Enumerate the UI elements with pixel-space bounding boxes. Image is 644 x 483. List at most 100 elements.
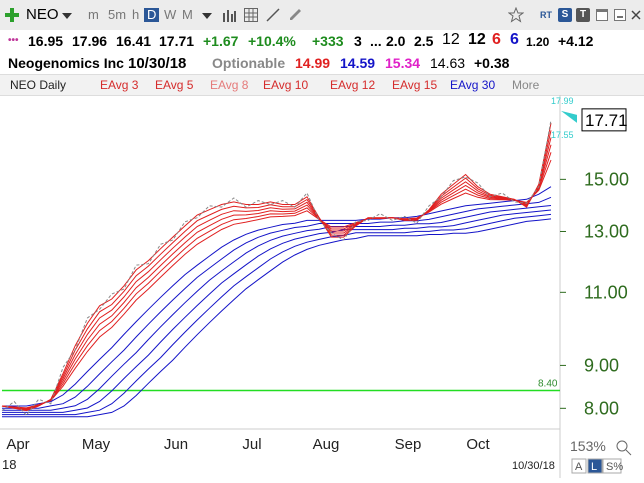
period-dropdown-icon[interactable] [202, 13, 212, 19]
y-tick-label: 8.00 [584, 398, 619, 418]
info-ma5: +0.38 [474, 55, 510, 71]
chart-area: 8.00 9.00 11.00 13.00 15.00 Apr May Jun Jul Aug Se… [0, 95, 644, 478]
close-icon[interactable] [630, 8, 642, 26]
quote-rank: +333 [312, 33, 344, 49]
legend-ema30[interactable]: EAvg 30 [450, 78, 496, 92]
period-h[interactable]: h [132, 7, 140, 22]
last-price-label: 17.71 [585, 111, 628, 130]
symbol-field[interactable]: NEO [26, 6, 59, 23]
long-term-ema-line [2, 209, 552, 413]
y-tick-label: 15.00 [584, 169, 629, 189]
x-tick-label: Sep [395, 436, 422, 453]
legend-ema3[interactable]: EAvg 3 [100, 78, 139, 92]
quote-change: +1.67 [203, 33, 239, 49]
legend-ema8[interactable]: EAvg 8 [210, 78, 249, 92]
period-w[interactable]: W [164, 7, 177, 22]
symbol-dropdown-icon[interactable] [62, 13, 72, 19]
quote-date: 10/30/18 [128, 55, 187, 72]
toolbar: NEO m 5m h D W M RT S T [0, 0, 644, 31]
quote-v2: 2.0 [386, 33, 406, 49]
quote-v7: 6 [510, 31, 519, 48]
price-chart[interactable]: 8.00 9.00 11.00 13.00 15.00 Apr May Jun Jul Aug Se… [0, 95, 644, 478]
y-tick-label: 11.00 [584, 282, 628, 302]
high-label: 17.99 [551, 96, 574, 106]
x-tick-label: Jul [242, 436, 261, 453]
zoom-icon[interactable] [616, 440, 628, 452]
short-term-ema-line [1, 159, 552, 409]
x-tick-label: May [82, 436, 111, 453]
legend-ema10[interactable]: EAvg 10 [263, 78, 309, 92]
price-marker [561, 110, 577, 123]
legend-row: NEO Daily EAvg 3 EAvg 5 EAvg 8 EAvg 10 E… [0, 74, 644, 96]
s-button[interactable]: S [558, 8, 572, 22]
bottom-button-label[interactable]: L [591, 461, 597, 473]
long-term-ema-line [2, 213, 552, 416]
quote-v6: 6 [492, 31, 501, 48]
short-term-ema-line [1, 137, 552, 411]
info-ma2: 14.59 [340, 55, 376, 71]
period-5m[interactable]: 5m [108, 7, 127, 22]
legend-symbol[interactable]: NEO Daily [10, 78, 67, 92]
legend-more[interactable]: More [512, 78, 540, 92]
period-d[interactable]: D [144, 8, 160, 22]
long-term-ema-line [2, 186, 552, 407]
long-term-ema-line [2, 218, 552, 418]
draw-line-icon[interactable] [266, 8, 280, 27]
short-term-ema-line [1, 130, 552, 411]
quote-last: 16.95 [28, 33, 64, 49]
legend-ema15[interactable]: EAvg 15 [392, 78, 438, 92]
long-term-ema-line [2, 205, 552, 411]
bottom-button-label[interactable]: A [575, 461, 583, 473]
quote-high: 17.96 [72, 33, 108, 49]
quote-low: 16.41 [116, 33, 152, 49]
period-m[interactable]: m [88, 7, 99, 22]
x-tick-label: Oct [466, 436, 490, 453]
bottom-button-label[interactable]: S% [606, 461, 623, 473]
bottom-button[interactable] [587, 458, 603, 474]
quote-v3: 2.5 [414, 33, 434, 49]
bar-chart-icon[interactable] [222, 8, 236, 27]
info-ma4: 14.63 [430, 55, 466, 71]
long-term-ema-line [2, 196, 552, 409]
info-ma1: 14.99 [295, 55, 331, 71]
pencil-icon[interactable] [288, 8, 302, 27]
period-mo[interactable]: M [182, 7, 193, 22]
quote-v8: 1.20 [526, 35, 550, 49]
optionable-label: Optionable [212, 55, 286, 71]
star-icon[interactable] [507, 6, 525, 28]
quote-ellipsis: ... [370, 33, 382, 49]
y-tick-label: 13.00 [584, 221, 629, 241]
window-icon[interactable] [596, 8, 608, 26]
grid-icon[interactable] [244, 8, 258, 27]
legend-ema5[interactable]: EAvg 5 [155, 78, 194, 92]
company-name: Neogenomics Inc [8, 55, 124, 71]
bottom-button[interactable] [602, 458, 622, 474]
x-tick-label: Jun [164, 436, 188, 453]
quote-v4: 12 [442, 31, 460, 48]
last-price-box [581, 108, 627, 132]
price-line [1, 120, 552, 416]
x-date-label: 10/30/18 [512, 460, 555, 472]
quote-change-pct: +10.4% [248, 33, 296, 49]
support-line-label: 8.40 [538, 379, 558, 390]
rt-button[interactable]: RT [540, 10, 552, 20]
low-label: 17.55 [551, 130, 574, 140]
quote-dots: ••• [8, 35, 19, 46]
short-term-ema-line [1, 144, 552, 410]
zoom-icon-handle [625, 449, 632, 456]
short-term-ema-line [1, 152, 552, 409]
year-label: 18 [2, 457, 16, 472]
info-row: Neogenomics Inc 10/30/18 Optionable 14.9… [0, 54, 644, 74]
x-tick-label: Aug [313, 436, 340, 453]
t-button[interactable]: T [576, 8, 590, 22]
short-term-ema-line [1, 123, 552, 412]
legend-ema12[interactable]: EAvg 12 [330, 78, 376, 92]
bottom-button[interactable] [571, 458, 587, 474]
add-symbol-icon[interactable] [5, 8, 19, 22]
minimize-icon[interactable] [614, 8, 626, 26]
quote-v1: 3 [354, 33, 362, 49]
quote-close: 17.71 [159, 33, 195, 49]
quote-v5: 12 [468, 31, 486, 48]
quote-row: ••• 16.95 17.96 16.41 17.71 +1.67 +10.4%… [0, 30, 644, 54]
y-tick-label: 9.00 [584, 355, 619, 375]
